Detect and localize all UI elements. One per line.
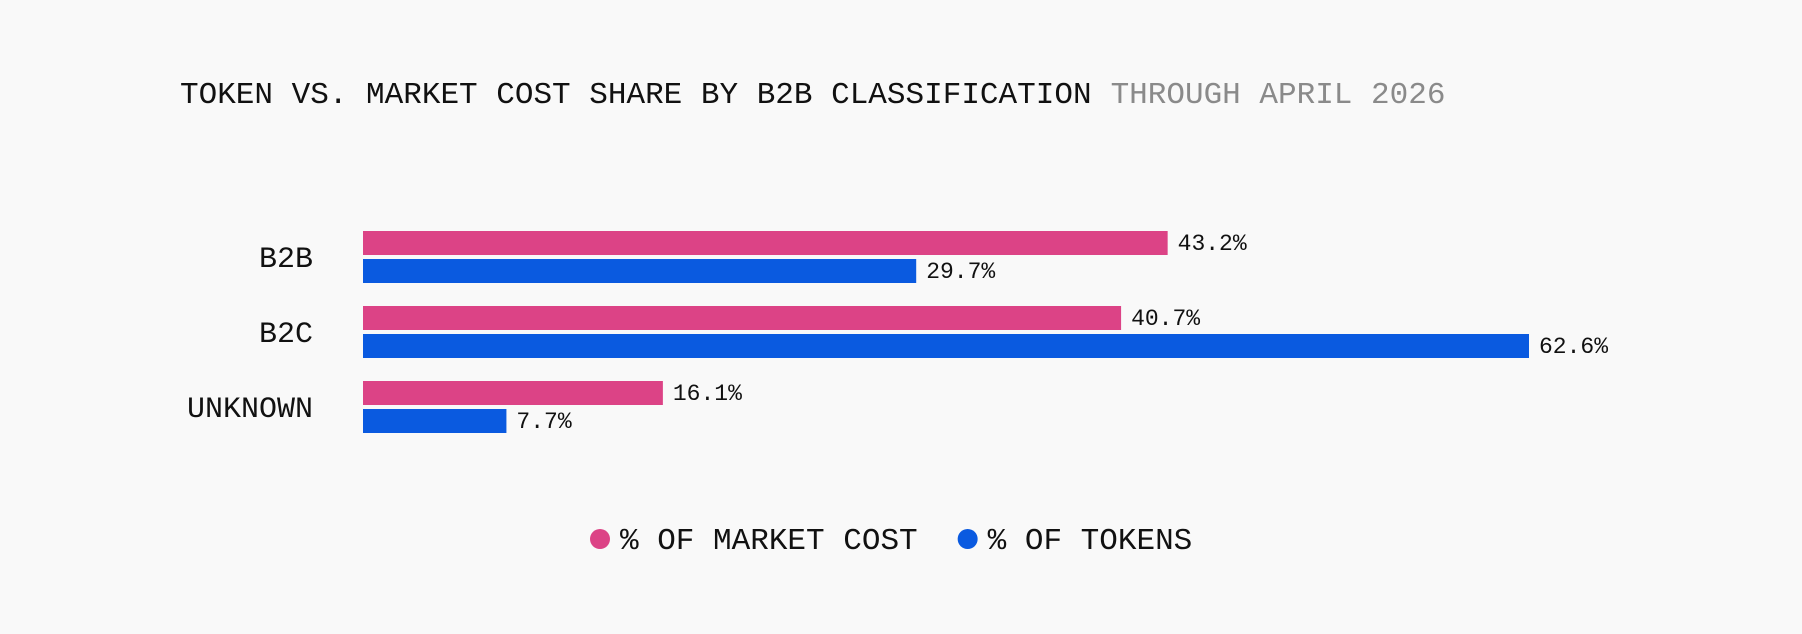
category-label: B2C (259, 318, 313, 352)
chart-subtitle: THROUGH APRIL 2026 (1111, 78, 1446, 113)
bar (363, 334, 1529, 358)
chart-title: TOKEN VS. MARKET COST SHARE BY B2B CLASS… (180, 78, 1092, 113)
bar (363, 381, 663, 405)
value-label: 40.7% (1131, 306, 1200, 332)
chart-heading: TOKEN VS. MARKET COST SHARE BY B2B CLASS… (180, 78, 1445, 113)
value-label: 16.1% (673, 381, 742, 407)
legend-swatch (590, 529, 610, 549)
bar (363, 306, 1122, 330)
bar (363, 231, 1168, 255)
legend-label: % OF MARKET COST (620, 524, 918, 559)
bar (363, 409, 507, 433)
bar (363, 259, 917, 283)
category-label: UNKNOWN (187, 393, 313, 427)
legend-label: % OF TOKENS (988, 524, 1193, 559)
value-label: 7.7% (516, 409, 571, 435)
value-label: 29.7% (926, 259, 995, 285)
legend-swatch (957, 529, 978, 549)
value-label: 43.2% (1178, 231, 1247, 257)
category-label: B2B (259, 243, 313, 277)
value-label: 62.6% (1539, 334, 1608, 360)
